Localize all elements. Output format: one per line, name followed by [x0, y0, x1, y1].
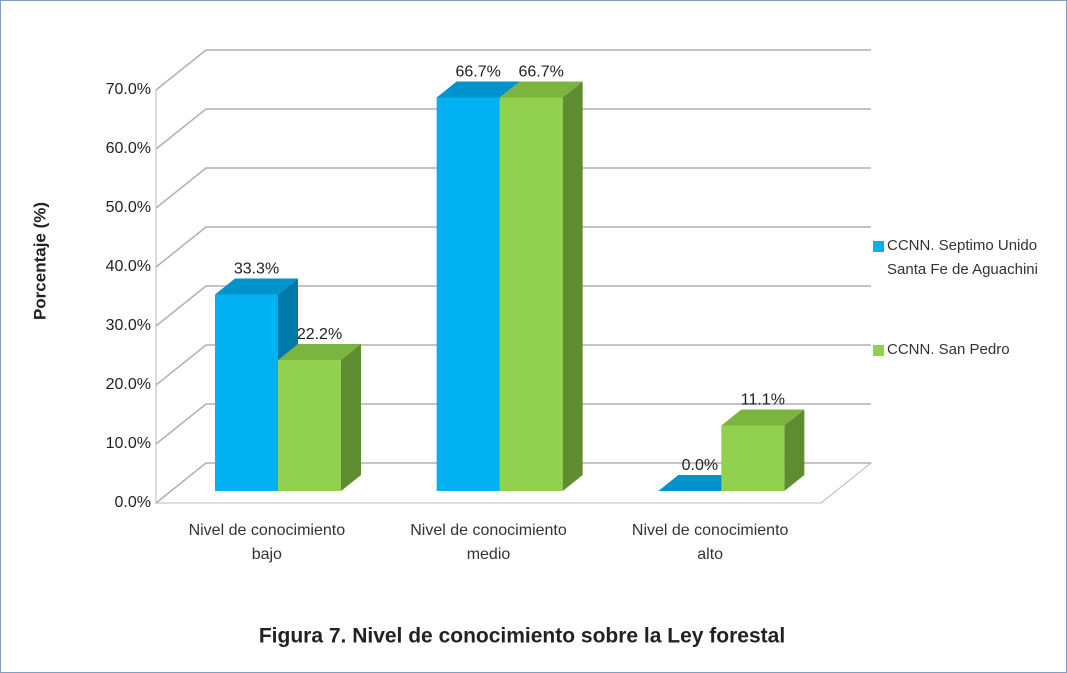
y-tick-label: 40.0% [106, 258, 151, 275]
bar-side [784, 409, 805, 491]
grid-line [155, 403, 871, 445]
y-tick-label: 10.0% [106, 435, 151, 452]
x-tick-label: Nivel de conocimiento bajo [188, 522, 346, 563]
legend-swatch [873, 345, 884, 356]
bar-side [562, 81, 583, 491]
bar [278, 360, 341, 491]
grid-line [155, 462, 871, 504]
y-tick-label: 20.0% [106, 376, 151, 393]
data-label: 66.7% [518, 64, 563, 81]
y-tick-label: 30.0% [106, 317, 151, 334]
chart-title: Figura 7. Nivel de conocimiento sobre la… [259, 625, 785, 648]
grid-line [155, 344, 871, 386]
legend-label: CCNN. San Pedro [887, 341, 1010, 358]
grid-line [155, 226, 871, 268]
bar [721, 425, 785, 491]
bar-top [721, 409, 805, 426]
bar-top [658, 475, 742, 491]
bar [436, 97, 500, 491]
x-tick-label: Nivel de conocimiento medio [410, 522, 567, 563]
bar-top [215, 278, 298, 295]
data-label: 66.7% [455, 64, 500, 81]
grid-line [155, 167, 871, 209]
bar-top [278, 344, 361, 361]
grid-line [155, 49, 871, 91]
legend-swatch [873, 241, 884, 252]
legend-label: CCNN. Septimo Unido Santa Fe de Aguachin… [887, 237, 1038, 278]
data-label: 22.2% [297, 326, 342, 343]
bar-side [341, 344, 361, 491]
grid-line [155, 108, 871, 150]
y-tick-label: 0.0% [115, 494, 151, 511]
y-tick-label: 70.0% [106, 81, 151, 98]
data-label: 0.0% [682, 457, 718, 474]
grid-line [155, 285, 871, 327]
data-label: 11.1% [741, 392, 785, 409]
y-tick-label: 50.0% [106, 199, 151, 216]
data-label: 33.3% [234, 261, 279, 278]
y-tick-label: 60.0% [106, 140, 151, 157]
y-axis-label: Porcentaje (%) [30, 202, 49, 320]
bar [499, 97, 563, 491]
bar [215, 294, 278, 491]
x-tick-label: Nivel de conocimiento alto [631, 522, 789, 563]
bar-top [499, 81, 583, 98]
bar-top [436, 81, 520, 98]
